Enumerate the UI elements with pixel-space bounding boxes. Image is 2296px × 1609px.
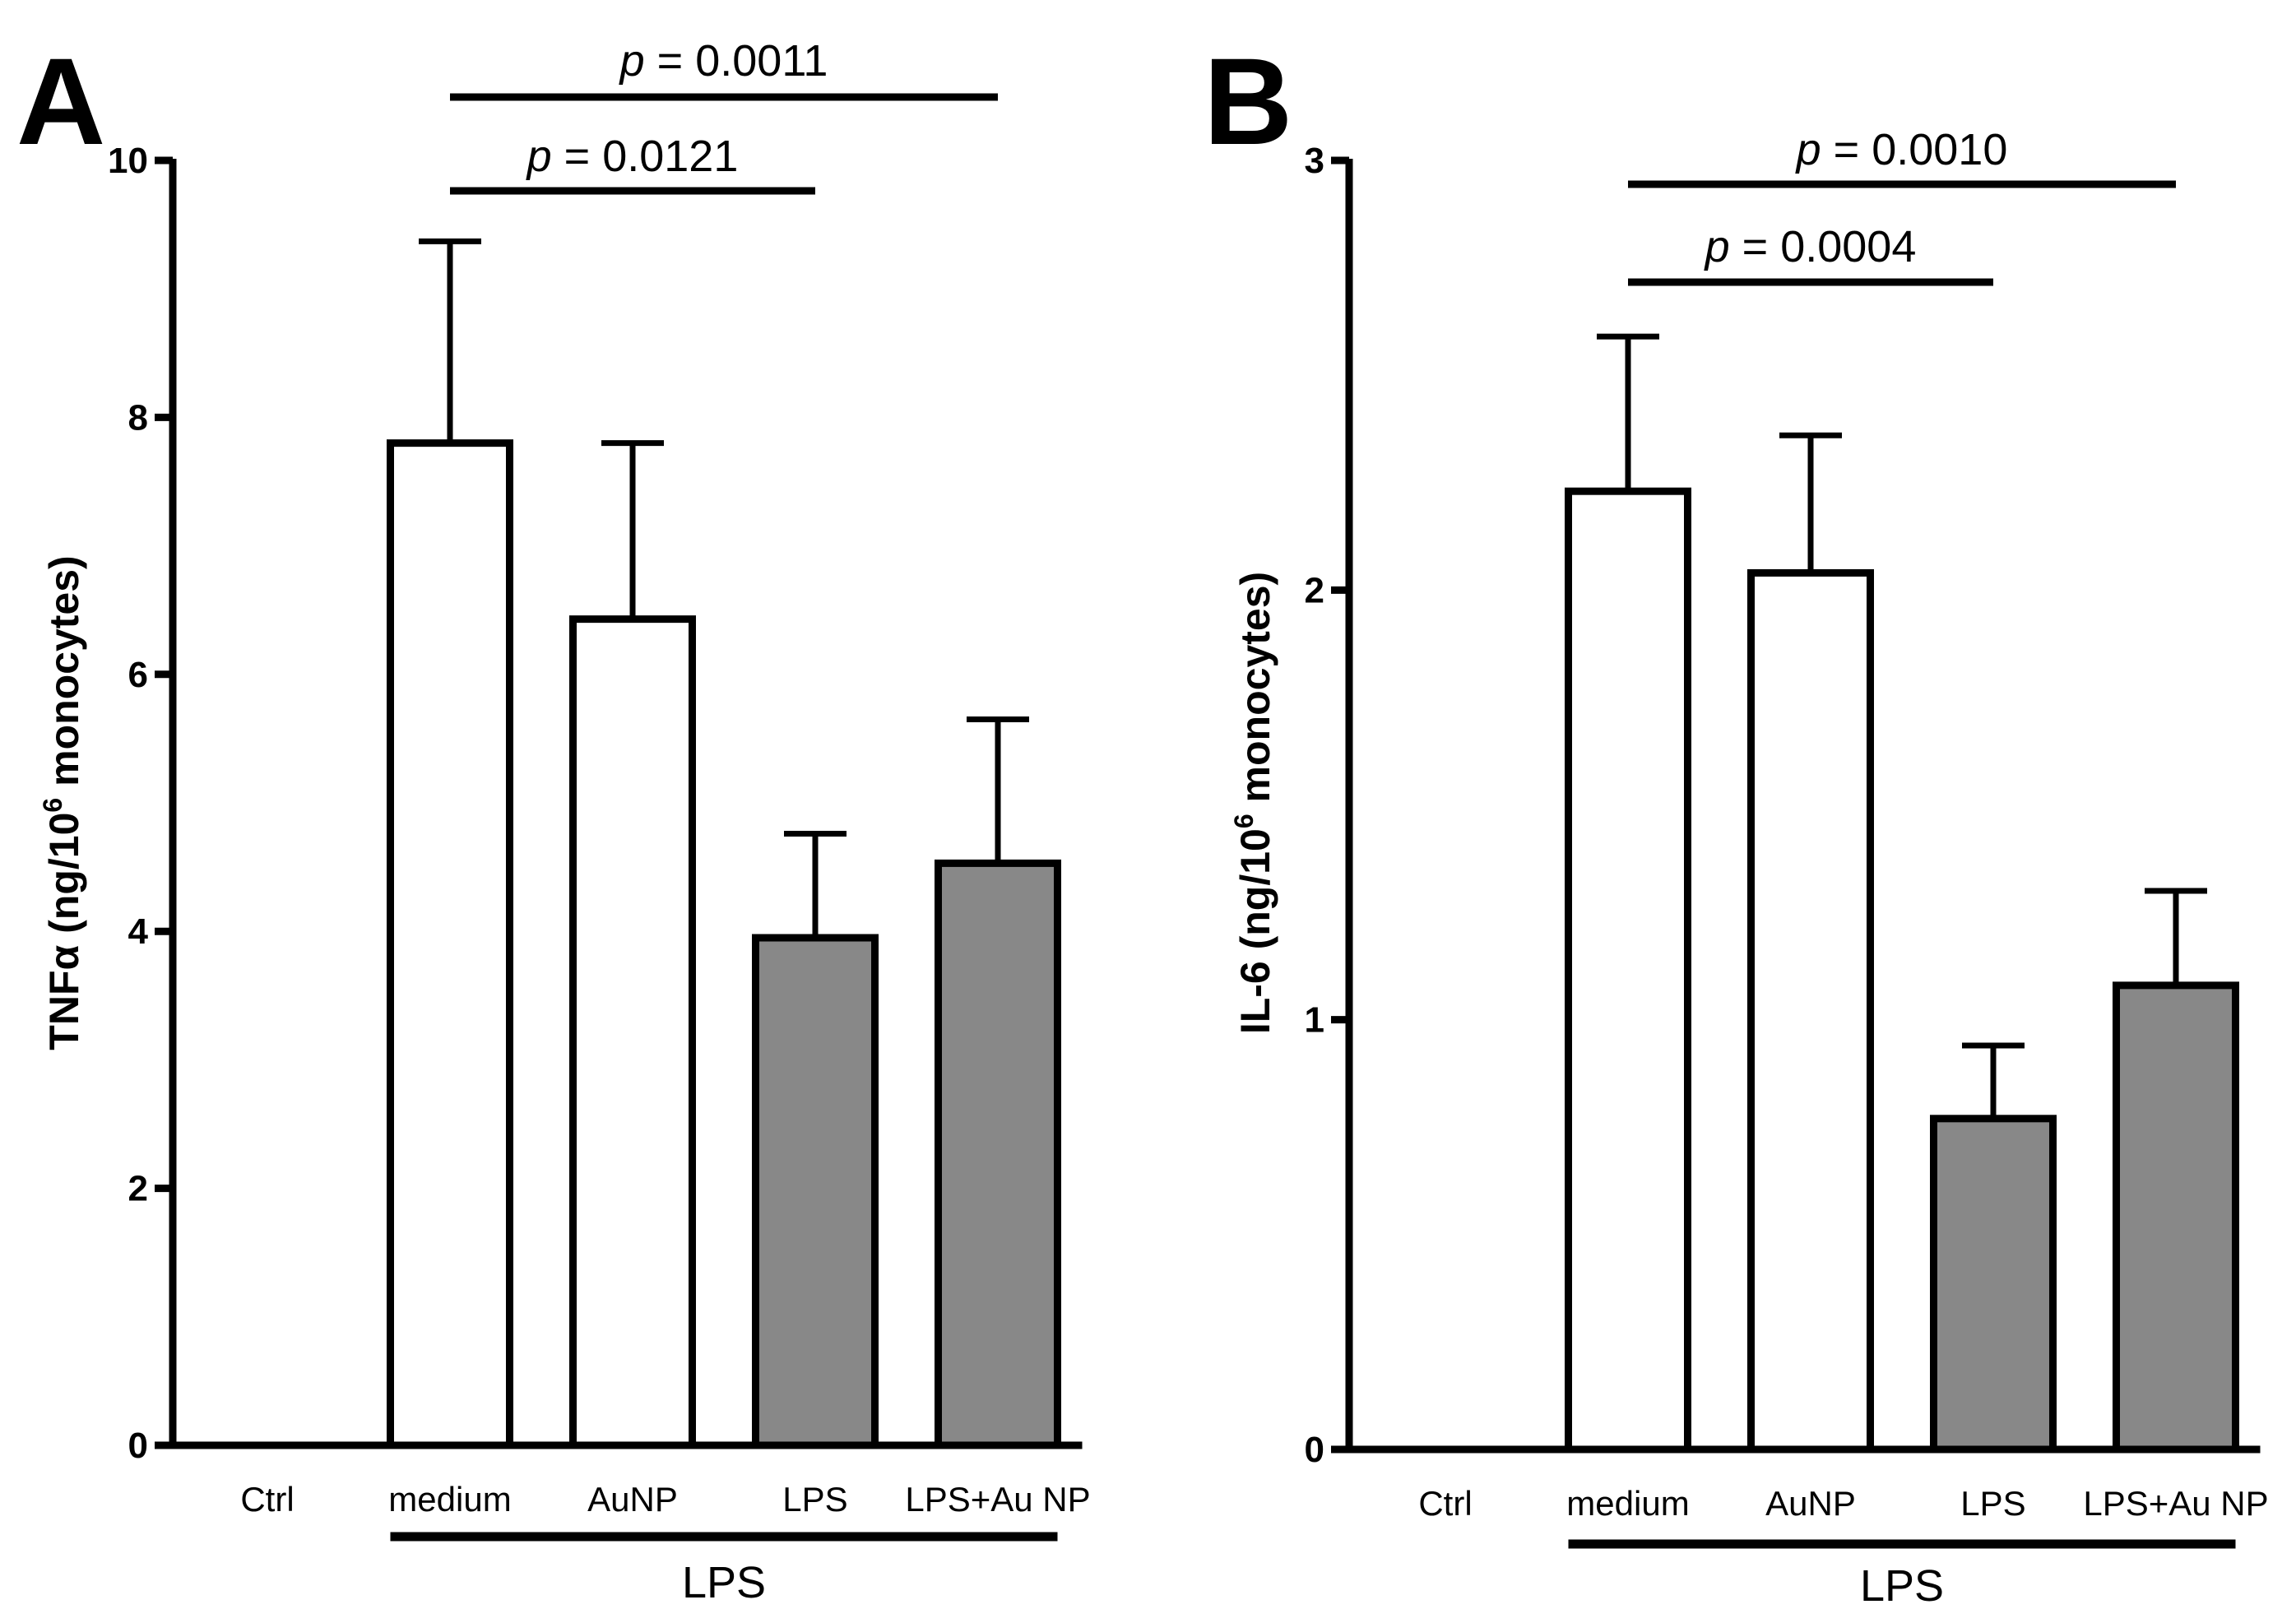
panel-b-p-value-label: p = 0.0004 (1704, 222, 1917, 271)
panel-a-p-number: = 0.0121 (552, 132, 739, 181)
panel-a-ytick-label: 0 (128, 1426, 148, 1466)
panel-a-ytick-label: 10 (108, 141, 148, 181)
panel-b-ytick-label: 0 (1305, 1430, 1324, 1470)
panel-a-xtick-label: Ctrl (240, 1480, 294, 1519)
panel-a-letter: A (16, 32, 105, 170)
panel-b-bar-aunp (1747, 568, 1874, 1454)
panel-b-ylabel-sup: 6 (1229, 814, 1259, 828)
panel-a-xtick-label: LPS+Au NP (905, 1480, 1090, 1519)
panel-b-bar-lps-au-np (2113, 981, 2239, 1454)
panel-a-bar-lps (752, 934, 879, 1449)
panel-b-xtick-label: medium (1566, 1484, 1689, 1523)
panel-b-group-label: LPS (1860, 1561, 1944, 1609)
panel-b-p-symbol: p (1795, 125, 1821, 174)
panel-a-ytick-label: 2 (128, 1169, 148, 1209)
panel-a-ytick-label: 8 (128, 397, 148, 438)
panel-b-xtick-label: LPS (1960, 1484, 2025, 1523)
panel-b-letter: B (1204, 32, 1292, 170)
panel-b-xtick-label: Ctrl (1418, 1484, 1472, 1523)
panel-b-ytick-label: 1 (1305, 1000, 1324, 1041)
panel-a-ylabel-sup: 6 (38, 798, 67, 813)
panel-a-p-value-label: p = 0.0121 (526, 132, 739, 181)
panel-b-bar-lps (1930, 1115, 2057, 1454)
panel-a-xtick-label: LPS (782, 1480, 847, 1519)
panel-b-y-axis-label: IL-6 (ng/106 monocytes) (1229, 572, 1278, 1034)
panel-a-ylabel-rest: monocytes) (41, 555, 87, 798)
panel-a-ytick-label: 6 (128, 655, 148, 695)
panel-b-xtick-label: LPS+Au NP (2083, 1484, 2268, 1523)
panel-b-ylabel-main: IL-6 (ng/10 (1232, 828, 1278, 1034)
panel-a-xtick-label: AuNP (587, 1480, 678, 1519)
panel-a-p-value-label: p = 0.0011 (619, 36, 828, 86)
panel-a-bar-medium (387, 439, 513, 1449)
panel-b: B 0 1 2 3 IL-6 (ng/106 monocytes) Ctrl medium Au… (1204, 32, 2269, 1609)
panel-a-p-number: = 0.0011 (645, 36, 828, 86)
panel-a-ytick-label: 4 (128, 911, 149, 952)
panel-b-p-value-label: p = 0.0010 (1795, 125, 2008, 174)
panel-b-p-number: = 0.0010 (1821, 125, 2008, 174)
panel-a-bar-aunp (569, 615, 696, 1449)
panel-b-ytick-label: 3 (1305, 141, 1324, 181)
panel-a-y-axis-label: TNFα (ng/106 monocytes) (38, 555, 87, 1050)
panel-a-bar-lps-au-np (935, 859, 1061, 1449)
panel-b-bar-medium (1565, 487, 1691, 1454)
panel-b-p-symbol: p (1704, 222, 1730, 271)
panel-a-group-label: LPS (682, 1558, 766, 1607)
panel-a-ylabel-main: TNFα (ng/10 (41, 813, 87, 1050)
panel-a-p-symbol: p (619, 36, 645, 86)
panel-a-p-symbol: p (526, 132, 552, 181)
panel-b-p-number: = 0.0004 (1730, 222, 1917, 271)
panel-a-xtick-label: medium (388, 1480, 511, 1519)
panel-b-xtick-label: AuNP (1765, 1484, 1856, 1523)
panel-b-ylabel-rest: monocytes) (1232, 572, 1278, 814)
panel-b-ytick-label: 2 (1305, 570, 1324, 610)
